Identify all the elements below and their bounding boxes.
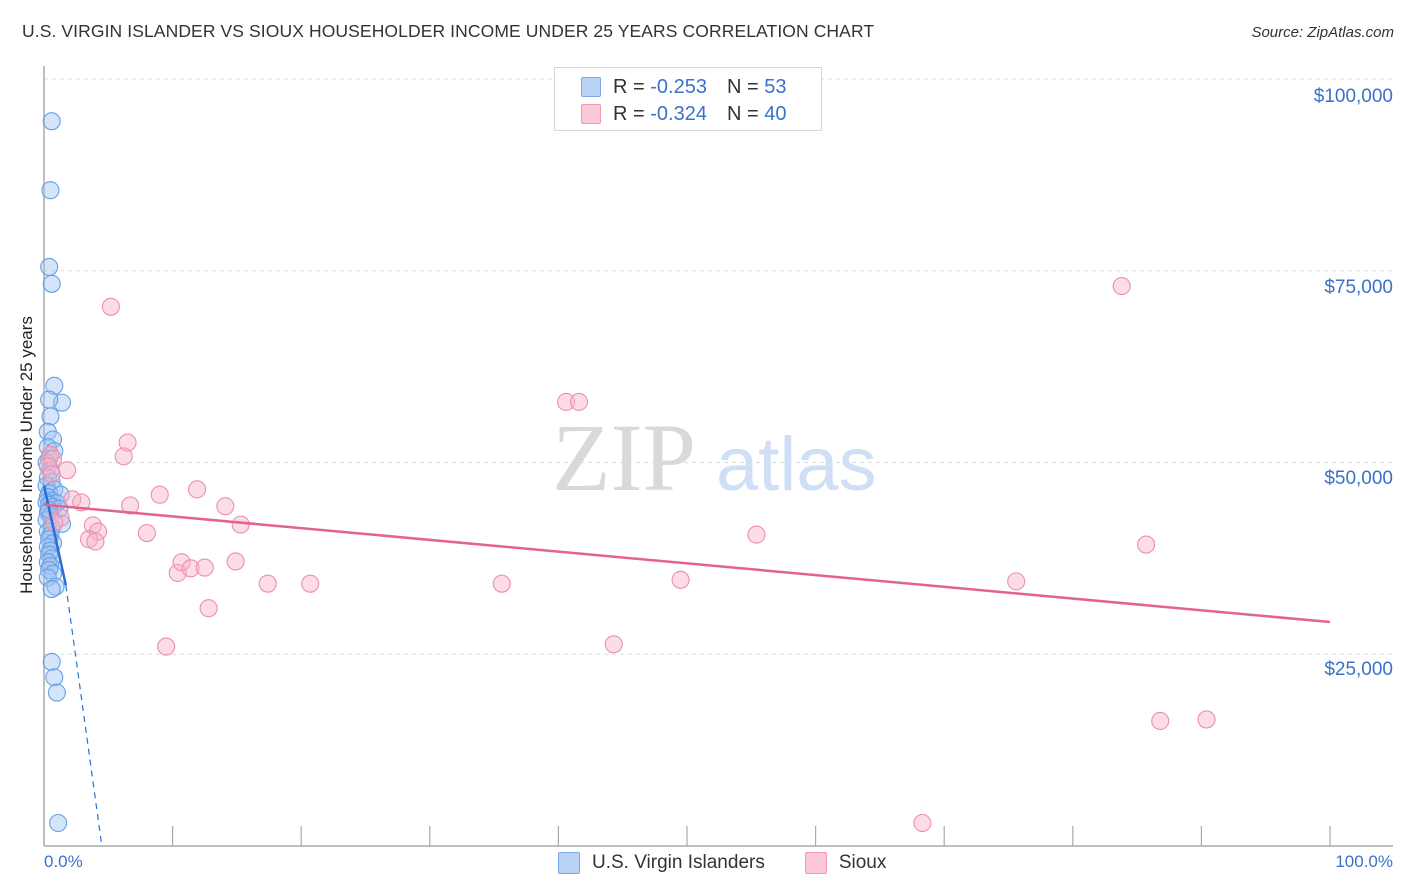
legend-row-virgin-islanders: R = -0.253 N = 53: [581, 75, 786, 99]
data-point-virgin-islanders: [42, 652, 61, 671]
legend-swatch-blue: [581, 77, 601, 97]
data-point-sioux: [226, 552, 245, 571]
legend-item-virgin-islanders: U.S. Virgin Islanders: [558, 852, 765, 874]
data-point-virgin-islanders: [45, 668, 64, 687]
n-label: N =: [726, 75, 759, 98]
data-point-sioux: [118, 433, 137, 452]
data-point-sioux: [101, 297, 120, 316]
r-value: -0.253: [650, 75, 707, 98]
y-tick-100000: $100,000: [1313, 86, 1393, 107]
legend-label: Sioux: [838, 852, 887, 873]
data-point-sioux: [187, 480, 207, 499]
n-value: 53: [764, 75, 787, 98]
x-tick-min: 0.0%: [44, 852, 83, 871]
r-label: R =: [613, 75, 645, 98]
data-point-sioux: [172, 553, 191, 572]
data-point-sioux: [231, 515, 250, 534]
legend-swatch-blue: [558, 852, 580, 874]
data-point-sioux: [121, 496, 140, 515]
chart-title: U.S. VIRGIN ISLANDER VS SIOUX HOUSEHOLDE…: [22, 21, 875, 41]
data-point-virgin-islanders: [40, 390, 59, 409]
data-point-virgin-islanders: [47, 683, 66, 702]
trendline-sioux: [43, 503, 1331, 624]
data-point-sioux: [492, 574, 511, 593]
legend-label: U.S. Virgin Islanders: [592, 852, 765, 873]
data-point-virgin-islanders: [42, 580, 61, 599]
trendline-extension-virgin-islanders: [65, 585, 103, 847]
y-tick-25000: $25,000: [1324, 659, 1393, 680]
data-point-sioux: [150, 485, 169, 504]
data-point-sioux: [137, 524, 156, 543]
data-point-sioux: [671, 570, 690, 589]
r-value: -0.324: [650, 102, 707, 125]
data-point-sioux: [181, 559, 200, 578]
data-point-sioux: [301, 574, 320, 593]
data-point-virgin-islanders: [45, 376, 64, 395]
legend-row-sioux: R = -0.324 N = 40: [581, 102, 786, 126]
data-point-virgin-islanders: [40, 257, 59, 276]
r-label: R =: [613, 102, 645, 125]
stats-legend: R = -0.253 N = 53 R = -0.324 N = 40: [554, 67, 822, 131]
data-point-sioux: [569, 392, 589, 411]
trendline-virgin-islanders: [42, 485, 68, 586]
data-point-sioux: [42, 464, 61, 484]
data-point-sioux: [195, 558, 214, 577]
x-tick-max: 100.0%: [1335, 852, 1393, 871]
y-tick-50000: $50,000: [1324, 468, 1393, 489]
data-point-virgin-islanders: [38, 568, 57, 587]
data-point-sioux: [604, 635, 623, 654]
watermark-zip: ZIP: [552, 404, 696, 511]
data-point-virgin-islanders: [42, 274, 61, 293]
legend-swatch-pink: [581, 104, 601, 124]
y-tick-75000: $75,000: [1324, 277, 1393, 298]
data-point-sioux: [216, 497, 235, 516]
data-point-sioux: [557, 392, 576, 411]
data-point-virgin-islanders: [42, 112, 61, 131]
data-point-sioux: [913, 813, 932, 833]
n-value: 40: [764, 102, 787, 125]
data-point-sioux: [1112, 277, 1131, 296]
data-point-virgin-islanders: [49, 813, 68, 833]
data-point-sioux: [199, 599, 218, 618]
data-point-sioux: [58, 461, 77, 480]
data-point-virgin-islanders: [41, 407, 60, 426]
data-point-sioux: [1007, 572, 1026, 591]
data-point-sioux: [1197, 710, 1216, 729]
source-credit: Source: ZipAtlas.com: [1251, 24, 1394, 41]
data-point-virgin-islanders: [41, 181, 60, 200]
data-point-sioux: [1151, 711, 1170, 731]
n-label: N =: [726, 102, 759, 125]
legend-item-sioux: Sioux: [804, 852, 887, 874]
data-point-sioux: [1137, 535, 1156, 554]
series-legend: U.S. Virgin Islanders Sioux: [558, 852, 926, 874]
data-point-sioux: [157, 637, 176, 656]
data-point-sioux: [747, 525, 766, 544]
watermark-atlas: atlas: [716, 422, 877, 507]
data-point-sioux: [86, 532, 105, 551]
data-point-sioux: [258, 574, 277, 593]
legend-swatch-pink: [804, 852, 827, 874]
data-point-sioux: [114, 447, 133, 466]
